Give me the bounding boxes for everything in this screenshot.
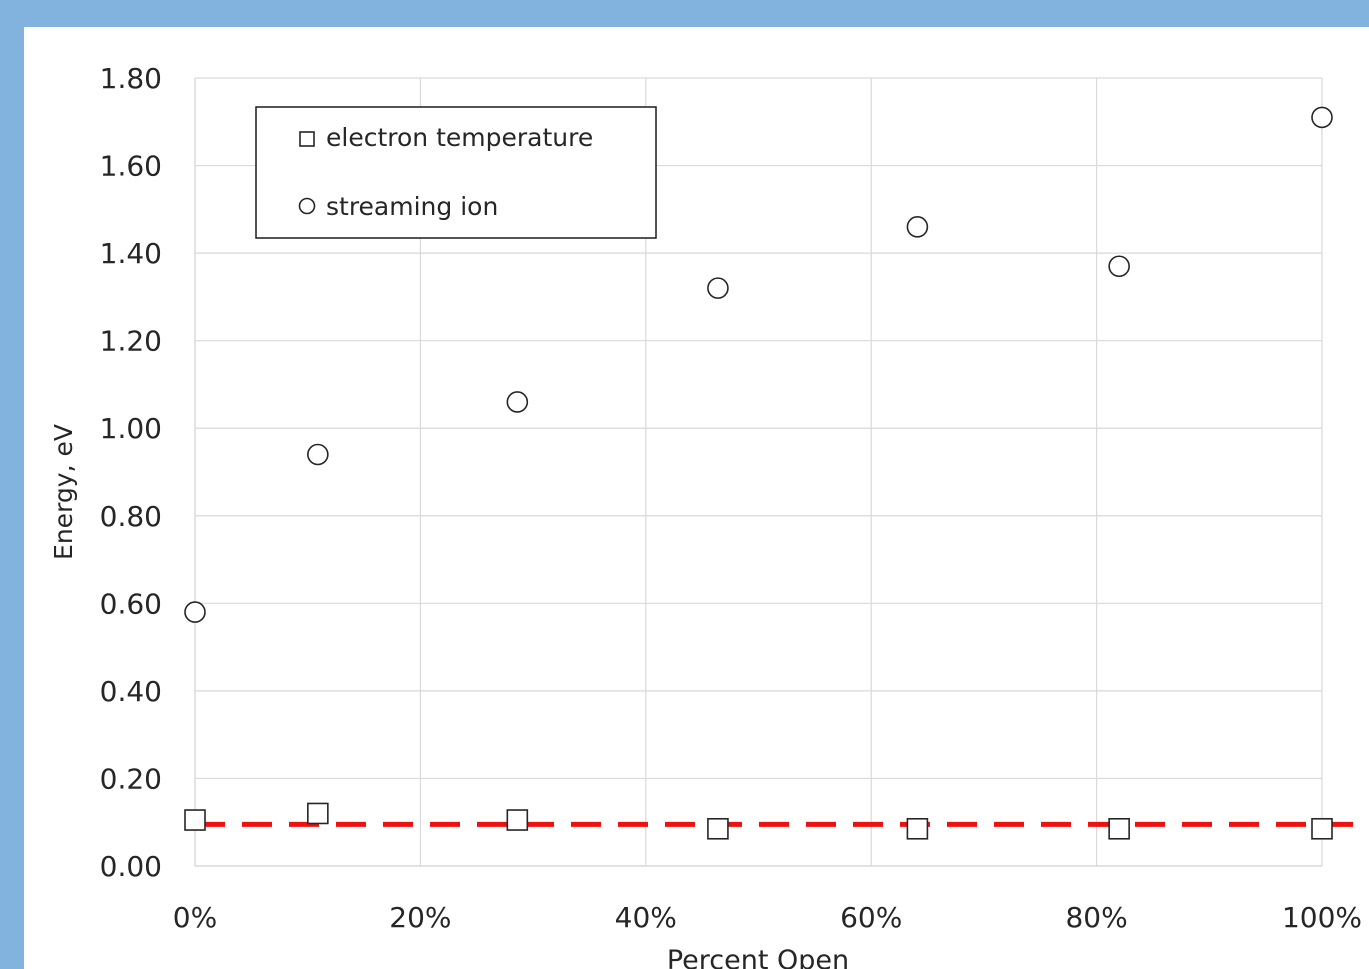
y-tick-label-7: 1.40 [100, 237, 162, 270]
y-tick-label-2: 0.40 [100, 675, 162, 708]
x-tick-labels: 0% 20% 40% 60% 80% 100% [173, 901, 1362, 934]
streaming-ion-point-2 [506, 391, 529, 413]
x-tick-label-4: 80% [1065, 901, 1127, 934]
y-tick-label-3: 0.60 [100, 587, 162, 620]
x-tick-label-5: 100% [1282, 901, 1362, 934]
x-tick-label-2: 40% [615, 901, 677, 934]
electron-temperature-point-0 [184, 809, 206, 831]
series-streaming-ion [184, 106, 1333, 623]
legend-box [255, 106, 657, 239]
electron-temperature-point-2 [506, 809, 529, 831]
electron-temperature-point-1 [307, 802, 329, 825]
data-points [184, 106, 1333, 840]
streaming-ion-point-6 [1311, 106, 1333, 129]
x-tick-label-3: 60% [840, 901, 902, 934]
legend-label-streaming-ion: streaming ion [326, 192, 498, 221]
y-tick-label-9: 1.80 [100, 62, 162, 95]
y-tick-label-4: 0.80 [100, 500, 162, 533]
series-electron-temperature [184, 802, 1333, 840]
y-tick-label-0: 0.00 [100, 850, 162, 883]
scatter-chart: 0.00 0.20 0.40 0.60 0.80 1.00 1.20 1.40 1.60 1.80… [49, 62, 1369, 969]
axes [194, 78, 1322, 867]
streaming-ion-point-3 [707, 277, 729, 299]
legend-square-marker [299, 131, 315, 147]
legend: electron temperature streaming ion [255, 106, 657, 239]
chart-panel: 0.00 0.20 0.40 0.60 0.80 1.00 1.20 1.40 1.60 1.80… [24, 27, 1369, 969]
electron-temperature-point-6 [1311, 817, 1333, 840]
x-axis-label: Percent Open [667, 945, 849, 969]
streaming-ion-point-1 [307, 443, 329, 466]
legend-label-electron-temperature: electron temperature [326, 123, 593, 152]
x-tick-label-1: 20% [389, 901, 451, 934]
y-tick-label-6: 1.20 [100, 325, 162, 358]
y-tick-label-5: 1.00 [100, 412, 162, 445]
y-tick-label-8: 1.60 [100, 150, 162, 183]
streaming-ion-point-5 [1108, 255, 1130, 278]
electron-temperature-point-3 [707, 817, 729, 840]
x-tick-label-0: 0% [173, 901, 217, 934]
y-axis-label: Energy, eV [49, 424, 78, 560]
y-tick-labels: 0.00 0.20 0.40 0.60 0.80 1.00 1.20 1.40 1.60 1.80 [100, 62, 162, 883]
electron-temperature-point-5 [1108, 817, 1130, 840]
y-tick-label-1: 0.20 [100, 762, 162, 795]
electron-temperature-point-4 [906, 817, 929, 840]
streaming-ion-point-4 [906, 216, 929, 238]
streaming-ion-point-0 [184, 601, 206, 623]
legend-circle-marker [298, 197, 316, 215]
